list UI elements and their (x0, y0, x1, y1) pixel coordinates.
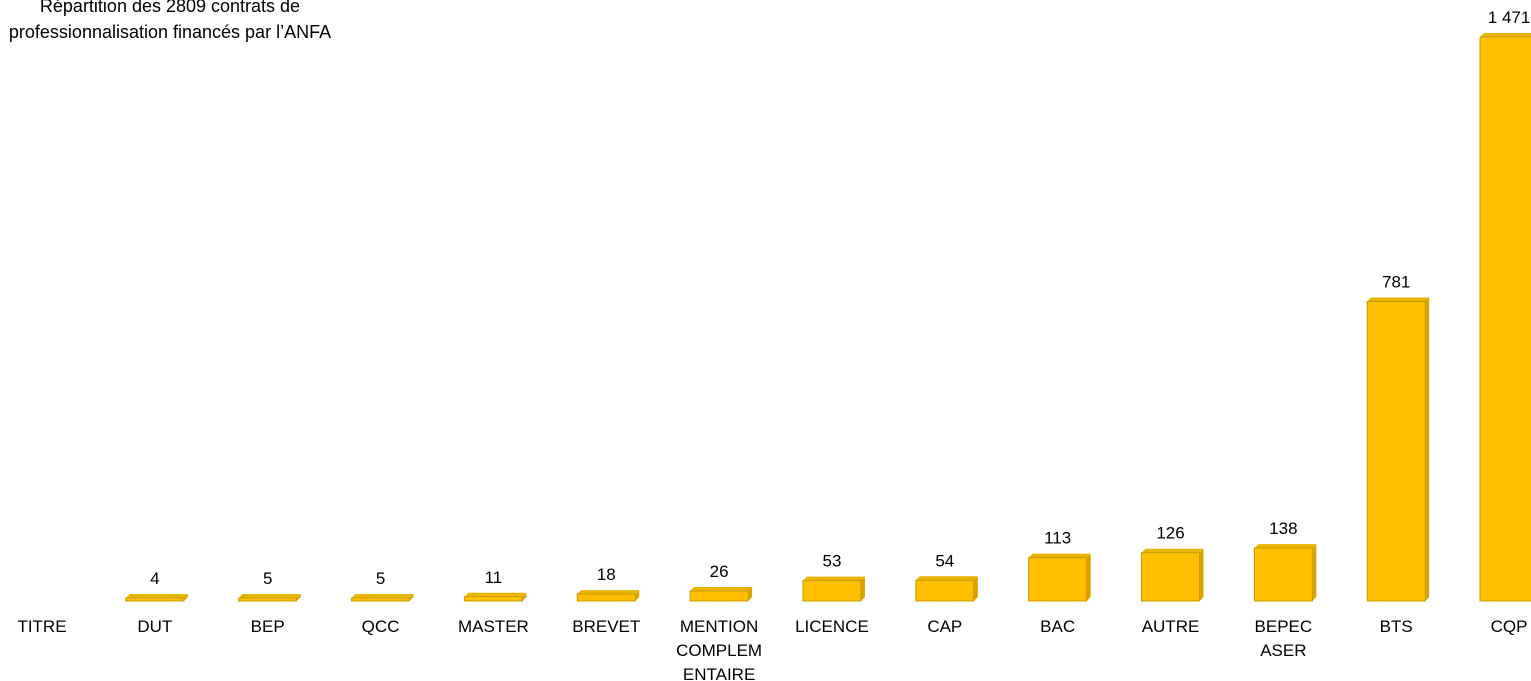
bar (463, 596, 523, 602)
bar-top (577, 590, 640, 595)
bar-top (1254, 544, 1317, 549)
x-tick-label: BEPEC ASER (1255, 617, 1313, 660)
bar (1366, 301, 1426, 602)
bar-top (915, 576, 978, 581)
bar (125, 597, 185, 602)
data-label: 138 (1269, 519, 1297, 538)
x-tick-label: LICENCE (795, 617, 869, 636)
x-tick-label: MASTER (458, 617, 529, 636)
data-label: 126 (1156, 524, 1184, 543)
bar-side (1199, 548, 1204, 601)
bar-side (522, 592, 527, 601)
x-tick-label: MENTION COMPLEM ENTAIRE (676, 617, 762, 681)
x-tick-label: TITRE (17, 617, 66, 636)
bar (915, 579, 975, 602)
x-tick-label: DUT (137, 617, 172, 636)
x-axis-labels: TITRE DUT BEP QCC MASTER BREVET MENTION COMPLEM… (17, 617, 1527, 681)
data-labels: 4 5 5 11 18 26 53 54 113 126 138 781 1 471 (150, 8, 1530, 588)
bar (802, 580, 862, 602)
bar-side (973, 576, 978, 601)
bar-side (1425, 297, 1430, 601)
bar-side (635, 590, 640, 601)
x-tick-label: BEP (251, 617, 285, 636)
bar-top (1480, 33, 1531, 37)
bar (238, 597, 298, 602)
bar-side (409, 594, 414, 601)
bar-top (690, 587, 753, 592)
chart-title: Répartition des 2809 contrats de profess… (9, 0, 331, 42)
bar-top (125, 594, 188, 598)
bar (1141, 552, 1200, 602)
bar-side (748, 587, 753, 601)
bar (1479, 36, 1531, 602)
data-label: 5 (263, 569, 272, 588)
data-label: 5 (376, 569, 385, 588)
data-label: 18 (597, 565, 616, 584)
x-tick-label: CQP (1491, 617, 1528, 636)
data-label: 781 (1382, 273, 1410, 292)
data-label: 53 (822, 552, 841, 571)
data-label: 113 (1044, 529, 1071, 548)
chart-title-line-2: professionnalisation financés par l’ANFA (9, 22, 331, 42)
bar (689, 590, 749, 602)
data-label: 1 471 (1488, 8, 1531, 27)
chart-title-line-1: Répartition des 2809 contrats de (40, 0, 300, 16)
data-label: 26 (710, 562, 729, 581)
x-tick-label: BTS (1380, 617, 1413, 636)
bar (576, 593, 636, 602)
bar-top (1367, 297, 1430, 302)
bar-top (464, 592, 527, 597)
bar-side (296, 594, 301, 601)
bar (351, 597, 411, 602)
bar-series (125, 33, 1531, 602)
bar-side (1086, 553, 1091, 601)
bar-top (238, 594, 301, 598)
bar-side (183, 594, 188, 601)
bar (1253, 547, 1313, 602)
x-tick-label: AUTRE (1142, 617, 1200, 636)
data-label: 4 (150, 569, 159, 588)
x-tick-label: BREVET (572, 617, 640, 636)
bar-side (1312, 544, 1317, 601)
data-label: 54 (935, 551, 954, 570)
x-tick-label: BAC (1040, 617, 1075, 636)
bar (1028, 557, 1088, 602)
bar-top (351, 594, 414, 598)
bar-top (1141, 548, 1204, 553)
data-label: 11 (485, 568, 503, 587)
bar-side (860, 576, 865, 601)
x-tick-label: QCC (362, 617, 400, 636)
bar-top (1028, 553, 1091, 558)
x-tick-label: CAP (927, 617, 962, 636)
bar-top (802, 576, 865, 581)
